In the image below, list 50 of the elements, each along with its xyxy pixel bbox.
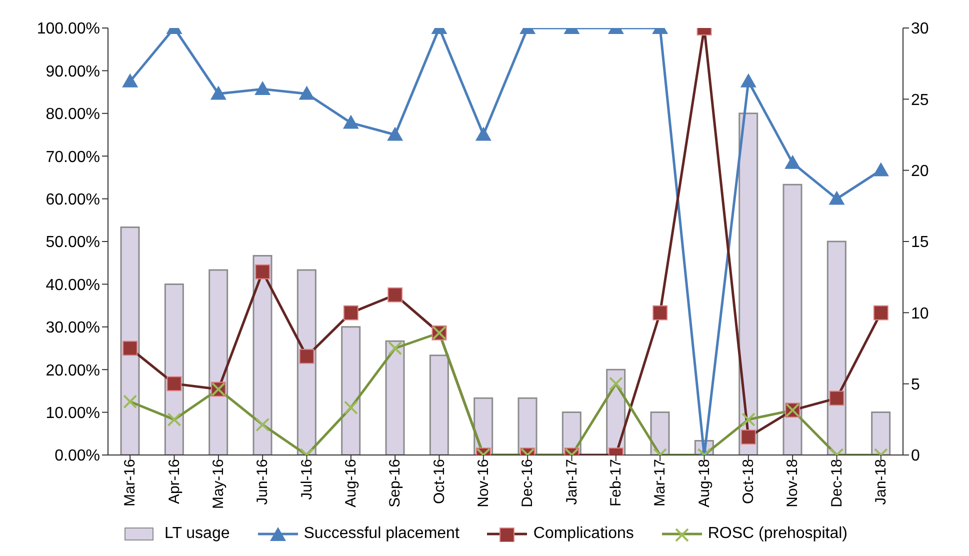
x-tick-label: May-16 xyxy=(210,459,228,510)
y-tick-label: 20.00% xyxy=(46,362,100,380)
y-tick-label: 40.00% xyxy=(46,276,100,294)
bar xyxy=(826,240,846,455)
bar xyxy=(650,412,670,455)
x-tick-label: Mar-17 xyxy=(652,459,669,507)
y2-tick-label: 10 xyxy=(911,305,929,322)
y2-tick-label: 25 xyxy=(911,92,929,109)
x-tick-label: Jan-18 xyxy=(872,459,890,505)
y2-tick-label: 15 xyxy=(911,234,929,252)
bar xyxy=(782,184,802,455)
bar xyxy=(208,269,228,455)
y-tick-label: 0.00% xyxy=(54,448,100,465)
bar xyxy=(120,226,140,455)
y-tick-label: 50.00% xyxy=(46,234,100,252)
x-tick-label: Mar-16 xyxy=(122,459,139,507)
x-tick-label: Feb-17 xyxy=(608,459,625,507)
x-tick-label: Oct-18 xyxy=(740,459,758,504)
x-tick-label: Nov-16 xyxy=(475,459,492,508)
legend-label: Successful placement xyxy=(304,525,460,543)
bar xyxy=(429,354,449,455)
legend-label: Complications xyxy=(533,525,634,543)
y2-tick-label: 0 xyxy=(911,448,920,465)
x-tick-label: Sep-16 xyxy=(386,459,404,508)
bar xyxy=(341,326,361,455)
y-tick-label: 100.00% xyxy=(36,20,100,38)
x-tick-label: Nov-18 xyxy=(784,459,802,508)
bar xyxy=(385,340,405,455)
y-tick-label: 10.00% xyxy=(46,404,100,422)
bar xyxy=(871,412,891,455)
bar xyxy=(296,269,316,455)
x-tick-label: Aug-16 xyxy=(342,459,360,508)
x-tick-label: Aug-18 xyxy=(696,459,713,508)
y-tick-label: 90.00% xyxy=(46,63,100,80)
y-tick-label: 70.00% xyxy=(46,148,100,166)
y-tick-label: 80.00% xyxy=(46,106,100,124)
y2-tick-label: 20 xyxy=(911,163,929,180)
x-tick-label: Jan-17 xyxy=(563,459,580,505)
y-tick-label: 60.00% xyxy=(46,191,100,208)
x-tick-label: Dec-16 xyxy=(519,459,536,508)
y2-tick-label: 5 xyxy=(911,376,920,394)
legend-label: LT usage xyxy=(164,525,230,543)
x-tick-label: Jul-16 xyxy=(298,459,316,500)
legend-label: ROSC (prehospital) xyxy=(708,525,848,543)
y2-tick-label: 30 xyxy=(911,20,929,38)
x-tick-label: Jun-16 xyxy=(254,459,272,505)
y-tick-label: 30.00% xyxy=(46,320,100,337)
x-tick-label: Apr-16 xyxy=(166,459,183,504)
x-tick-label: Dec-18 xyxy=(828,459,846,508)
x-tick-label: Oct-16 xyxy=(430,459,448,504)
